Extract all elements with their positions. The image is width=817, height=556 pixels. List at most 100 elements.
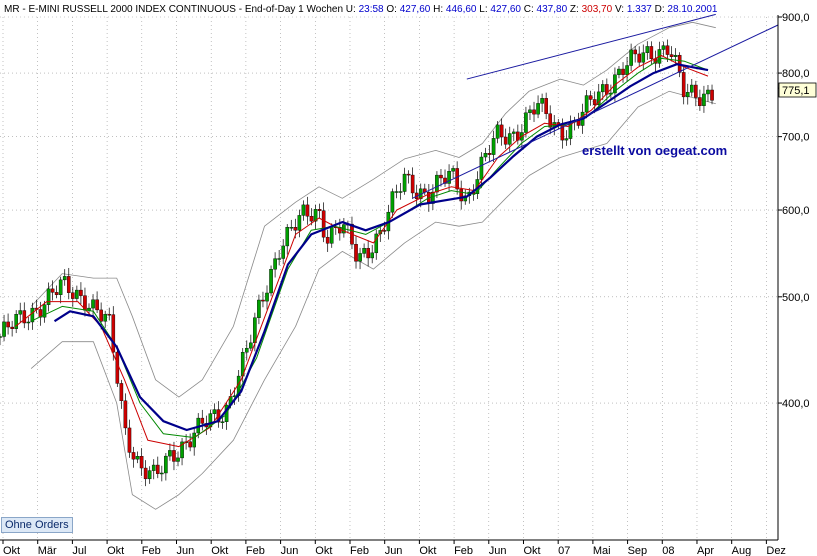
candle-up xyxy=(265,292,269,302)
candle-down xyxy=(188,441,192,448)
candle-down xyxy=(532,109,536,115)
candle-up xyxy=(536,103,540,115)
candle-up xyxy=(451,168,455,172)
candle-down xyxy=(459,188,463,202)
candle-down xyxy=(6,321,10,328)
candle-down xyxy=(544,98,548,114)
candle-up xyxy=(511,131,516,134)
candle-down xyxy=(50,288,55,293)
candle-down xyxy=(694,84,698,98)
candle-up xyxy=(313,209,318,222)
trendlines xyxy=(412,13,779,199)
header-o-value: 427,60 xyxy=(400,4,431,15)
last-value-label: 775,1 xyxy=(782,85,810,97)
candle-up xyxy=(702,93,706,106)
candle-down xyxy=(681,72,686,98)
candle-down xyxy=(487,153,492,155)
candle-up xyxy=(491,138,496,155)
candle-down xyxy=(309,215,314,222)
candle-up xyxy=(524,112,528,133)
candle-up xyxy=(257,299,261,318)
candle-down xyxy=(354,244,358,262)
candle-up xyxy=(301,204,306,216)
y-tick-label: 400,0 xyxy=(782,398,810,410)
candle-up xyxy=(370,252,374,259)
x-tick-label: Feb xyxy=(142,545,161,556)
candle-up xyxy=(220,421,225,423)
x-tick-label: Okt xyxy=(419,545,436,556)
moving-averages xyxy=(15,55,709,448)
candle-up xyxy=(160,472,164,475)
candle-down xyxy=(107,314,112,316)
x-tick-label: 07 xyxy=(558,545,570,556)
candle-up xyxy=(394,191,399,193)
candle-up xyxy=(689,84,694,93)
candle-up xyxy=(629,49,633,66)
x-tick-label: Dez xyxy=(766,545,786,556)
candle-up xyxy=(244,347,249,353)
ma-fast-line xyxy=(15,55,709,448)
candle-down xyxy=(22,310,27,324)
candle-up xyxy=(0,336,2,338)
x-tick-label: Feb xyxy=(454,545,473,556)
candle-down xyxy=(321,210,326,238)
header-d-value: 28.10.2001 xyxy=(667,4,717,15)
header-h-label: H: xyxy=(433,4,443,15)
candle-up xyxy=(431,191,435,204)
candle-down xyxy=(698,97,702,106)
candle-down xyxy=(127,427,132,453)
x-tick-label: Okt xyxy=(211,545,228,556)
candle-up xyxy=(91,299,95,309)
candle-up xyxy=(297,215,302,231)
candle-up xyxy=(584,95,589,113)
candle-up xyxy=(596,91,601,105)
x-tick-label: Apr xyxy=(697,545,714,556)
bollinger-upper-line xyxy=(30,21,716,398)
candle-up xyxy=(14,314,18,329)
candle-down xyxy=(410,174,415,194)
candle-down xyxy=(71,292,75,299)
header-v-value: 1.337 xyxy=(627,4,652,15)
header-interval: End-of-Day 1 Wochen xyxy=(245,4,343,15)
candle-up xyxy=(447,171,451,184)
candle-down xyxy=(637,53,642,63)
header-l-value: 427,60 xyxy=(490,4,521,15)
candle-up xyxy=(289,227,294,229)
candle-up xyxy=(192,432,196,448)
x-tick-label: Feb xyxy=(246,545,265,556)
candle-up xyxy=(463,195,468,202)
candle-down xyxy=(10,326,14,329)
x-tick-label: Sep xyxy=(628,545,648,556)
header-o-label: O: xyxy=(386,4,397,15)
candle-down xyxy=(115,351,120,384)
x-tick-label: Okt xyxy=(3,545,20,556)
candle-down xyxy=(443,177,447,184)
candle-down xyxy=(200,417,205,424)
candle-up xyxy=(374,233,379,254)
candle-down xyxy=(216,409,221,423)
candle-up xyxy=(46,288,51,305)
header-u-label: U: xyxy=(346,4,356,15)
candle-up xyxy=(30,307,35,323)
candle-down xyxy=(669,54,674,57)
watermark-annotation: erstellt von oegeat.com xyxy=(582,143,727,158)
bollinger-bands xyxy=(30,21,716,510)
candle-down xyxy=(382,230,387,232)
candle-down xyxy=(95,299,99,311)
candle-up xyxy=(528,109,532,113)
y-tick-label: 500,0 xyxy=(782,292,810,304)
candle-down xyxy=(406,173,411,176)
ohne-orders-button[interactable]: Ohne Orders xyxy=(1,517,73,533)
candle-up xyxy=(540,98,544,104)
candle-down xyxy=(548,113,553,128)
candle-down xyxy=(123,400,128,429)
candle-up xyxy=(62,276,67,281)
candle-down xyxy=(633,49,637,55)
candle-down xyxy=(366,248,370,259)
candle-up xyxy=(151,464,156,471)
y-tick-label: 800,0 xyxy=(782,68,810,80)
candle-up xyxy=(685,92,690,98)
candle-up xyxy=(564,138,569,141)
header-z-value: 303,70 xyxy=(582,4,613,15)
